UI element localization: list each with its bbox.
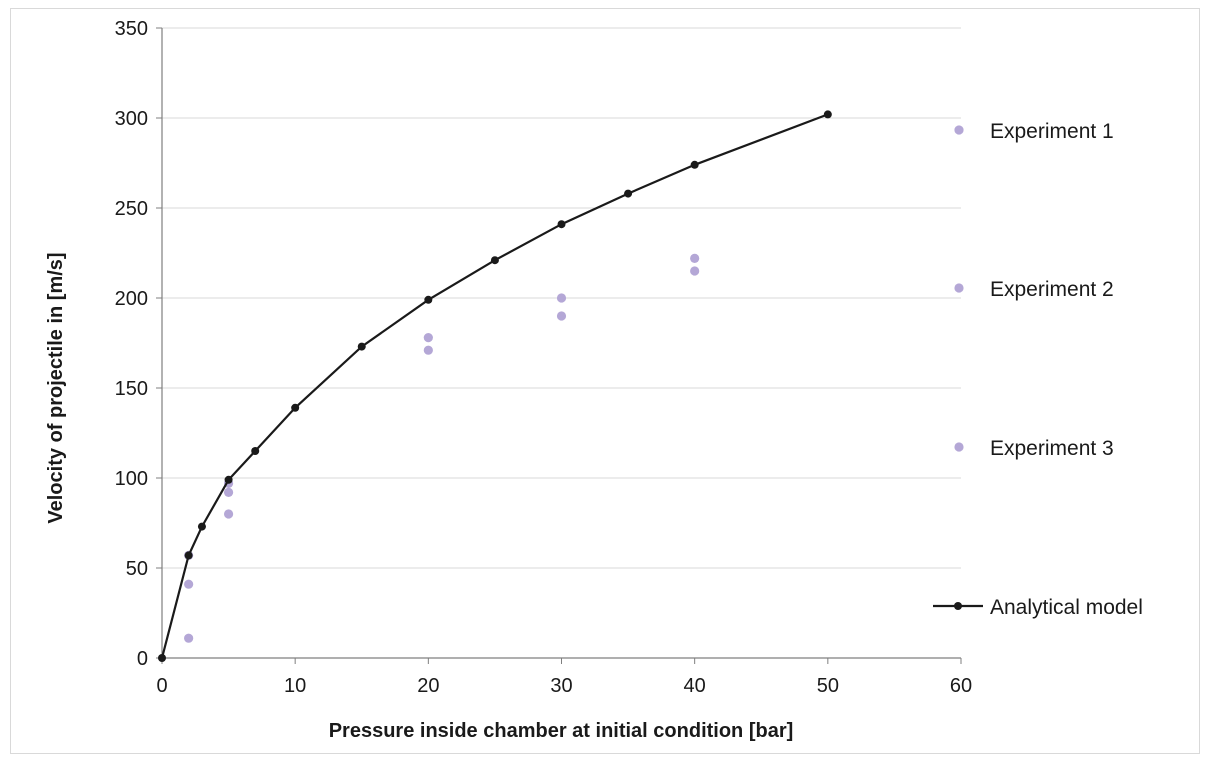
y-tick-label: 150 [115, 378, 148, 400]
x-tick-label: 20 [417, 675, 439, 697]
analytical-model-point [224, 475, 233, 484]
legend-marker [954, 283, 964, 293]
legend-marker [954, 125, 964, 135]
legend-item: Experiment 3 [954, 437, 1114, 460]
x-tick-label: 10 [284, 675, 306, 697]
y-axis-title: Velocity of projectile in [m/s] [45, 252, 67, 523]
experiment-2-point [690, 266, 700, 276]
series-layer [158, 110, 832, 662]
legend-marker [954, 602, 962, 610]
y-tick-label: 350 [115, 18, 148, 40]
x-tick-label: 60 [950, 675, 972, 697]
y-tick-label: 300 [115, 108, 148, 130]
analytical-model-point [424, 295, 433, 304]
analytical-model-point [184, 551, 193, 560]
legend-label: Experiment 1 [990, 120, 1114, 143]
x-tick-label: 0 [156, 675, 167, 697]
y-tick-label: 0 [137, 648, 148, 670]
axes: 0 50 100 150 200 250 300 350 0 10 20 30 40 50 60 [115, 18, 973, 697]
legend-label: Analytical model [990, 596, 1143, 619]
analytical-model-point [823, 110, 832, 119]
analytical-model-point [557, 220, 566, 229]
analytical-model-line [160, 113, 829, 659]
experiment-2-point [556, 311, 567, 321]
analytical-model-point [158, 654, 166, 662]
legend-label: Experiment 2 [990, 278, 1114, 301]
experiment-2-point [223, 487, 234, 497]
experiment-2-point [423, 345, 433, 355]
y-tick-label: 50 [126, 558, 148, 580]
legend-marker [954, 442, 964, 452]
legend: Experiment 1 Experiment 2 Experiment 3 Anal… [933, 120, 1143, 619]
analytical-model-point [690, 160, 699, 169]
x-tick-label: 50 [817, 675, 839, 697]
analytical-model-point [251, 447, 260, 455]
legend-item: Analytical model [933, 596, 1143, 619]
x-tick-label: 40 [684, 675, 706, 697]
experiment-1-point [423, 333, 433, 343]
experiment-3-point [184, 633, 194, 643]
legend-label: Experiment 3 [990, 437, 1114, 460]
y-tick-label: 100 [115, 468, 148, 490]
x-tick-label: 30 [550, 675, 572, 697]
y-tick-label: 250 [115, 198, 148, 220]
legend-item: Experiment 2 [954, 278, 1114, 301]
experiment-3-point [223, 509, 234, 519]
analytical-model-point [624, 189, 633, 198]
x-axis-title: Pressure inside chamber at initial condi… [329, 720, 794, 742]
legend-item: Experiment 1 [954, 120, 1114, 143]
analytical-model-point [291, 403, 300, 412]
y-tick-label: 200 [115, 288, 148, 310]
chart-frame [10, 8, 1200, 754]
experiment-2-point [184, 579, 194, 589]
analytical-model-point [490, 256, 499, 265]
experiment-1-point [690, 253, 700, 263]
analytical-model-point [357, 342, 366, 351]
analytical-model-point [197, 522, 206, 531]
experiment-1-point [556, 293, 567, 303]
